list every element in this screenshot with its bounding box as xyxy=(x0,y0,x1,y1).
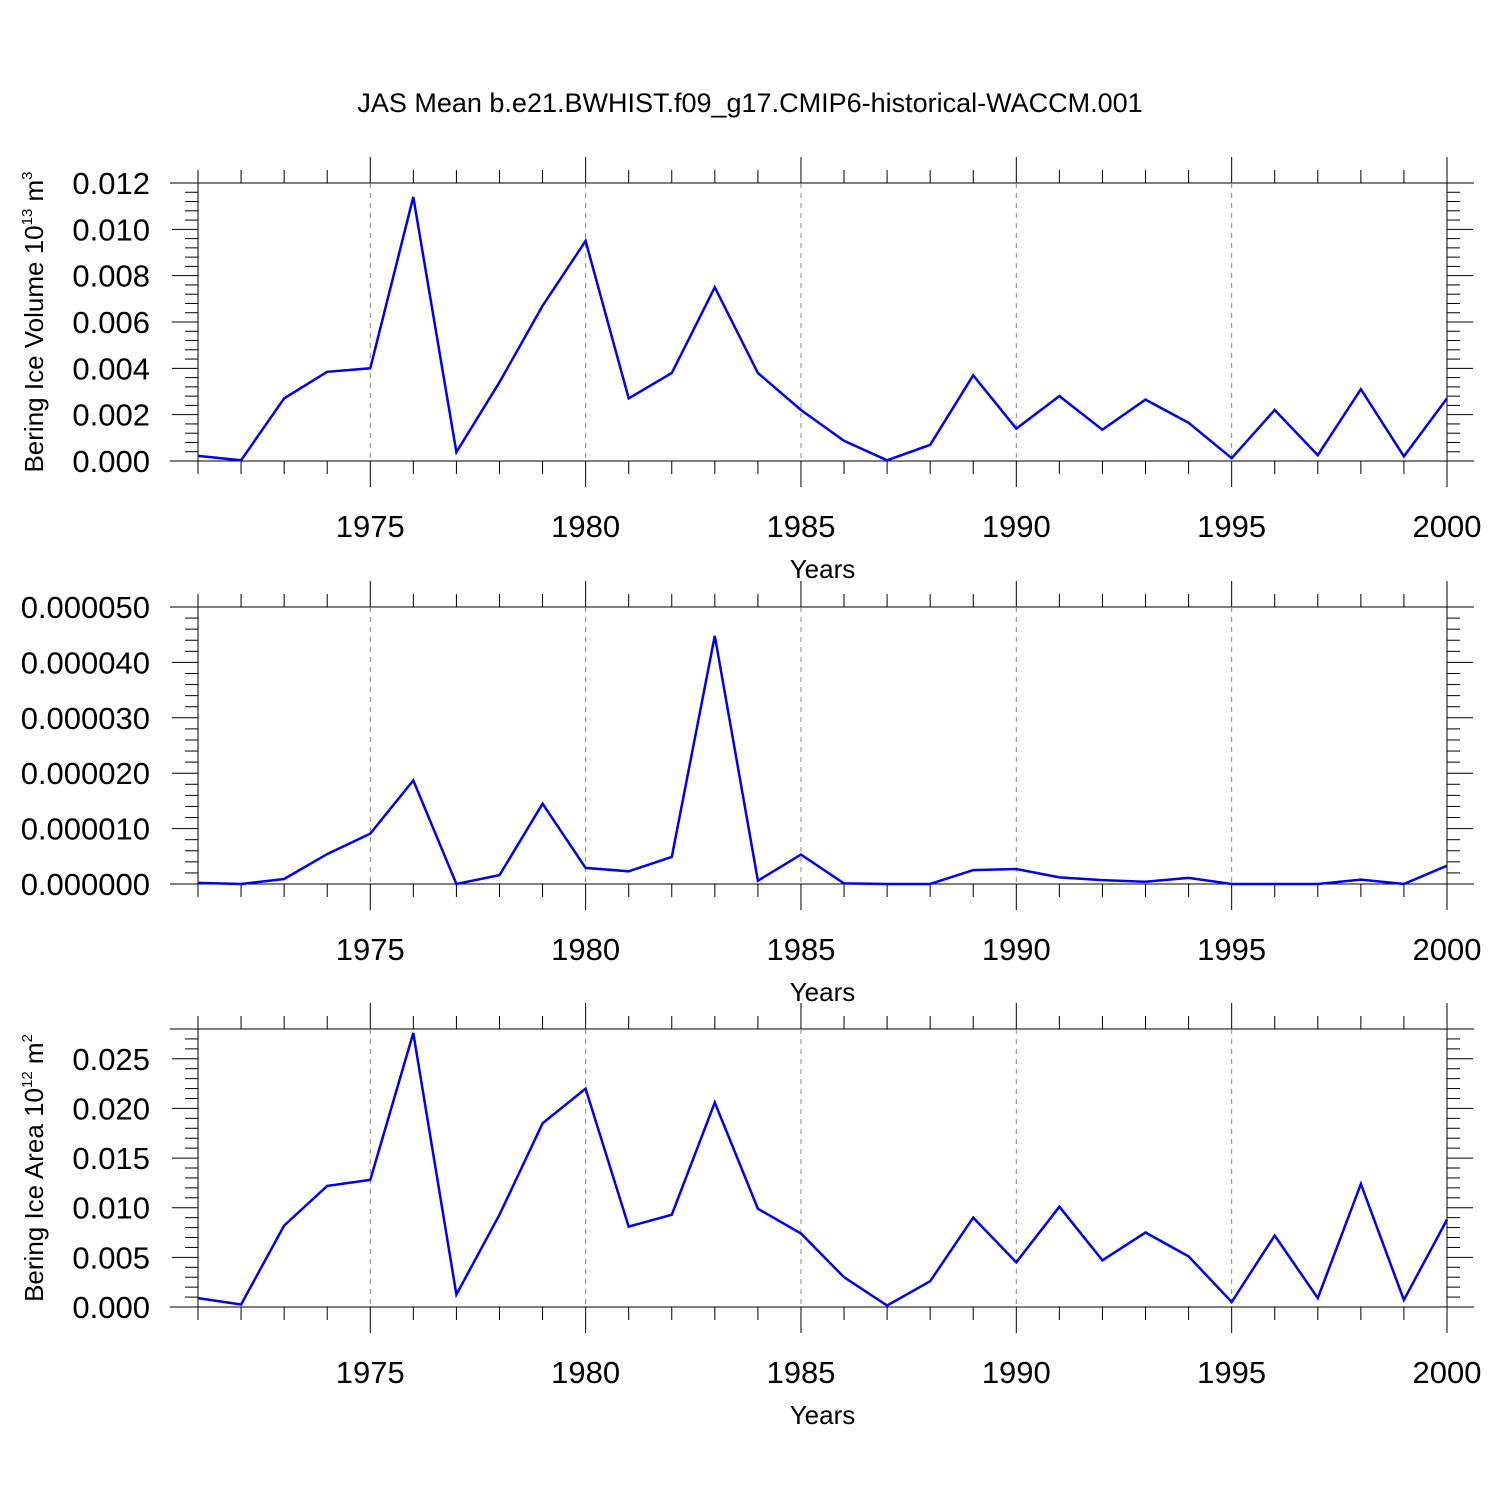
x-tick-label: 1985 xyxy=(766,932,835,967)
series-line xyxy=(197,1032,1449,1307)
x-tick-label: 2000 xyxy=(1413,509,1482,544)
x-tick-label: 1995 xyxy=(1197,1355,1266,1390)
x-tick-label: 1975 xyxy=(336,932,405,967)
panel-1: 1975 1980 1985 1990 1995 2000 0.000 0.002 0.004 0… xyxy=(19,157,1481,584)
y-tick-label: 0.000040 xyxy=(21,645,150,680)
x-axis-label: Years xyxy=(790,977,856,1007)
y-tick-label: 0.012 xyxy=(72,166,150,201)
figure-title: JAS Mean b.e21.BWHIST.f09_g17.CMIP6-hist… xyxy=(357,88,1143,118)
x-tick-label: 1975 xyxy=(336,1355,405,1390)
x-tick-label: 1980 xyxy=(551,932,620,967)
y-tick-label: 0.000030 xyxy=(21,701,150,736)
y-axis-label-main: Bering Ice Area 10 xyxy=(19,1088,49,1302)
x-tick-label: 1990 xyxy=(982,932,1051,967)
y-tick-label: 0.008 xyxy=(72,259,150,294)
y-tick-label: 0.000 xyxy=(72,444,150,479)
x-axis-label: Years xyxy=(790,554,856,584)
y-tick-label: 0.000050 xyxy=(21,590,150,625)
y-tick-label: 0.002 xyxy=(72,398,150,433)
y-tick-label: 0.010 xyxy=(72,1191,150,1226)
series-line xyxy=(197,196,1449,462)
x-tick-label: 1990 xyxy=(982,509,1051,544)
y-tick-label: 0.005 xyxy=(72,1240,150,1275)
y-axis-label: Bering Ice Area 1012 m2 xyxy=(19,1034,49,1302)
y-axis-label-unit-exp: 2 xyxy=(19,1034,36,1042)
y-tick-label: 0.015 xyxy=(72,1141,150,1176)
y-tick-label: 0.000000 xyxy=(21,867,150,902)
y-axis-label-exp: 12 xyxy=(19,1071,36,1088)
x-tick-label: 1990 xyxy=(982,1355,1051,1390)
series-line xyxy=(197,635,1448,886)
x-tick-label: 1980 xyxy=(551,509,620,544)
x-tick-label: 1995 xyxy=(1197,509,1266,544)
x-tick-label: 1975 xyxy=(336,509,405,544)
panel-3: 1975 1980 1985 1990 1995 2000 0.000 0.005 0.010 0… xyxy=(19,1003,1481,1430)
y-tick-label: 0.000020 xyxy=(21,756,150,791)
x-tick-label: 2000 xyxy=(1413,1355,1482,1390)
x-tick-label: 1985 xyxy=(766,1355,835,1390)
panel-2: 1975 1980 1985 1990 1995 2000 0.000000 0.000010… xyxy=(21,581,1482,1007)
y-tick-label: 0.004 xyxy=(72,351,150,386)
y-axis-label-exp: 13 xyxy=(19,209,36,226)
y-axis-label-unit: m xyxy=(19,1042,49,1071)
x-tick-label: 1995 xyxy=(1197,932,1266,967)
x-tick-label: 1980 xyxy=(551,1355,620,1390)
x-axis-label: Years xyxy=(790,1400,856,1430)
y-tick-label: 0.006 xyxy=(72,305,150,340)
x-tick-label: 2000 xyxy=(1413,932,1482,967)
y-axis-label: Bering Ice Volume 1013 m3 xyxy=(19,171,49,472)
y-tick-label: 0.020 xyxy=(72,1091,150,1126)
y-tick-label: 0.000010 xyxy=(21,812,150,847)
x-tick-label: 1985 xyxy=(766,509,835,544)
y-tick-label: 0.025 xyxy=(72,1042,150,1077)
y-tick-label: 0.000 xyxy=(72,1290,150,1325)
y-tick-label: 0.010 xyxy=(72,212,150,247)
y-axis-label-unit: m xyxy=(19,180,49,209)
y-axis-label-main: Bering Ice Volume 10 xyxy=(19,225,49,472)
y-axis-label-unit-exp: 3 xyxy=(19,171,36,179)
